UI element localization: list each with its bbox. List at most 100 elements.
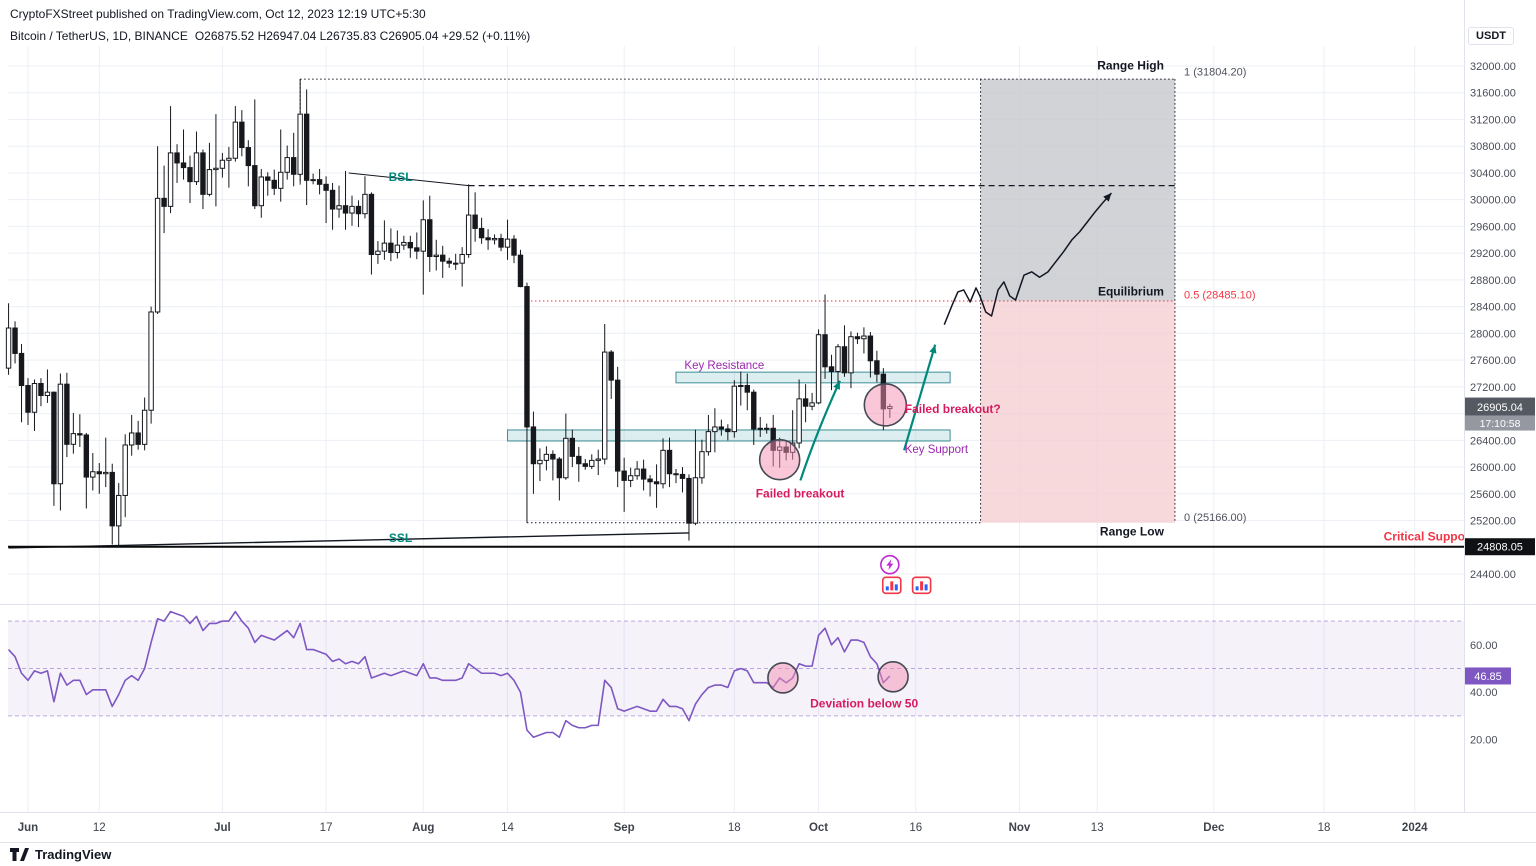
candle (342, 170, 349, 230)
candle (18, 344, 25, 423)
candle (563, 413, 569, 480)
candle (608, 350, 614, 399)
currency-axis-label[interactable]: USDT (1468, 27, 1514, 45)
time-axis-tick: Jun (18, 822, 38, 834)
candle (135, 420, 141, 450)
candle (316, 168, 323, 195)
price-axis-tick: 27200.00 (1470, 382, 1516, 394)
candle (511, 235, 517, 264)
candle (867, 332, 874, 378)
arrow-head-icon (1103, 192, 1112, 202)
candle (796, 379, 802, 449)
candle (841, 325, 848, 377)
time-axis-tick: 18 (1318, 822, 1331, 834)
candle (504, 219, 511, 260)
candle (576, 446, 582, 482)
candle (543, 446, 550, 471)
candle (627, 467, 634, 488)
candle (647, 475, 653, 497)
label-equilibrium: Equilibrium (1098, 284, 1164, 298)
candle (666, 437, 673, 488)
candle (122, 434, 128, 518)
lightning-idea-icon[interactable] (880, 554, 900, 575)
candle (381, 220, 388, 260)
candle (375, 241, 381, 264)
time-axis-tick: 12 (93, 822, 106, 834)
svg-text:46.85: 46.85 (1474, 671, 1502, 683)
candle (109, 463, 115, 545)
axis-badges: 26905.04 17:10:58 24808.05 46.85 (1465, 397, 1535, 685)
chart-idea-icon[interactable] (911, 576, 932, 595)
candle (213, 114, 219, 207)
candle (731, 380, 738, 438)
candle (420, 200, 426, 295)
candle (128, 414, 135, 456)
time-axis: Jun 12 Jul 17 Aug 14 Sep 18 Oct 16 Nov 13 Dec 18 2024 (0, 812, 1536, 842)
candle (809, 392, 815, 411)
candle (517, 249, 524, 288)
candle (427, 195, 433, 272)
label-range-high: Range High (1097, 58, 1164, 72)
candle (141, 397, 148, 451)
candle (498, 233, 504, 252)
candle (167, 106, 174, 214)
candle (336, 185, 342, 218)
highlight-circle (863, 383, 908, 427)
candle (193, 131, 200, 185)
price-axis-tick: 32000.00 (1470, 61, 1516, 73)
candle (303, 89, 310, 206)
candle (239, 110, 245, 157)
label-deviation-below-50: Deviation below 50 (810, 697, 918, 711)
price-axis-tick: 28800.00 (1470, 275, 1516, 287)
chart-canvas: Range High 1 (31804.20) Equilibrium 0.5 (28… (0, 0, 1536, 842)
candle (232, 106, 239, 162)
candle (180, 129, 187, 180)
svg-text:24808.05: 24808.05 (1477, 542, 1523, 554)
candle (459, 247, 465, 287)
price-axis-tick: 30000.00 (1470, 195, 1516, 207)
tradingview-logo-icon[interactable] (10, 847, 29, 862)
candle (252, 99, 258, 210)
candle (51, 391, 57, 506)
discount-range-box (980, 300, 1175, 523)
candle (265, 172, 271, 196)
label-failed-breakout: Failed breakout (756, 486, 845, 500)
candle (12, 321, 18, 364)
tradingview-wordmark[interactable]: TradingView (35, 847, 112, 862)
fib-projection-boxes (980, 79, 1175, 523)
time-axis-tick: 16 (909, 822, 922, 834)
price-axis-tick: 25200.00 (1470, 516, 1516, 528)
candle (154, 146, 161, 314)
annotation-labels: Range High 1 (31804.20) Equilibrium 0.5 (28… (389, 58, 1474, 710)
chart-idea-icon[interactable] (881, 576, 902, 595)
candle (83, 432, 90, 509)
candle (271, 169, 277, 196)
price-axis-tick: 29600.00 (1470, 221, 1516, 233)
candle (57, 373, 64, 511)
candle (835, 344, 841, 385)
time-axis-tick: Sep (614, 822, 635, 834)
candle (433, 239, 439, 271)
candle (323, 176, 329, 224)
candle (692, 429, 699, 526)
candle (401, 235, 407, 250)
candle (329, 182, 336, 230)
candle (764, 423, 770, 434)
rsi-value-badge (1465, 667, 1511, 685)
label-0-25166-00: 0 (25166.00) (1184, 512, 1246, 524)
candle (161, 165, 167, 234)
breakout-arrows (799, 344, 937, 481)
candle (388, 228, 394, 262)
candle (31, 379, 38, 431)
idea-icons (880, 554, 932, 595)
candle (174, 144, 180, 183)
candle (206, 142, 213, 197)
candle (278, 129, 284, 202)
candle (705, 414, 712, 456)
candle (640, 459, 647, 491)
candle (854, 332, 861, 345)
label-ssl: SSL (389, 531, 412, 545)
candle (582, 459, 588, 470)
candle (744, 373, 750, 411)
